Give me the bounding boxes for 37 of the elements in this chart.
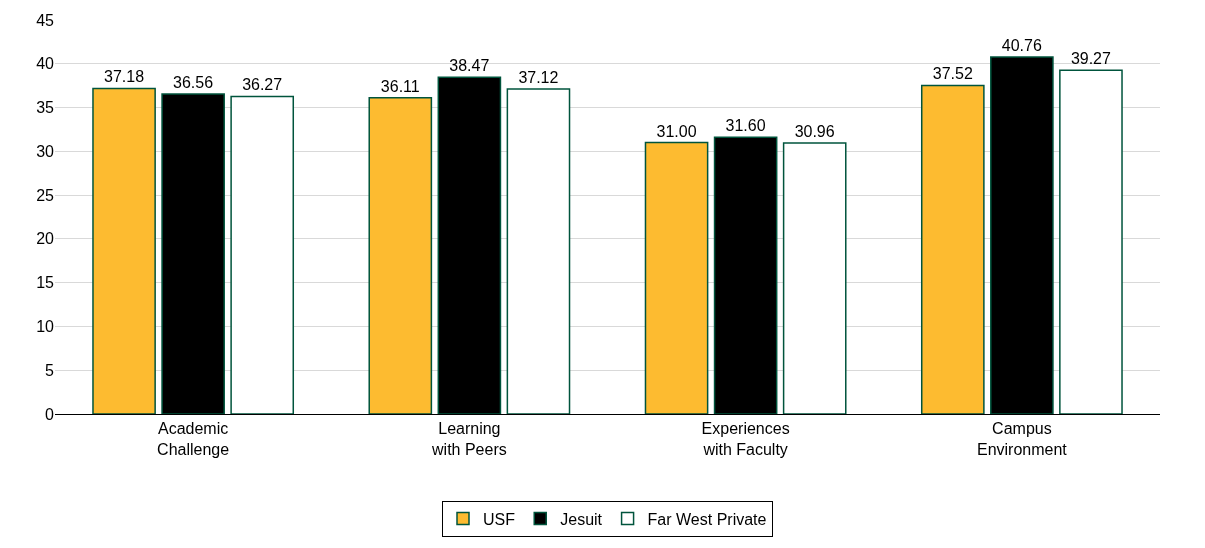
bar <box>644 141 709 414</box>
legend-label: Jesuit <box>560 510 603 528</box>
y-tick-label: 30 <box>36 142 55 160</box>
data-label: 40.76 <box>1001 37 1042 55</box>
data-label: 38.47 <box>449 57 490 75</box>
y-tick-label: 0 <box>45 405 55 423</box>
x-tick-label: Academic Challenge <box>157 420 230 458</box>
y-tick-label: 45 <box>36 11 55 29</box>
bar <box>506 88 571 414</box>
legend-label: USF <box>483 510 516 528</box>
data-label: 37.12 <box>518 68 559 86</box>
y-tick-label: 10 <box>36 318 55 336</box>
x-tick-label: Experiences with Faculty <box>701 420 790 458</box>
data-label: 37.18 <box>103 68 145 86</box>
data-label: 37.52 <box>932 65 973 83</box>
data-label: 31.60 <box>725 117 766 135</box>
data-label: 31.00 <box>656 122 697 140</box>
y-tick-label: 25 <box>36 186 55 204</box>
y-tick-label: 40 <box>36 55 55 73</box>
data-label: 39.27 <box>1070 50 1112 68</box>
bar <box>230 95 295 414</box>
x-tick-label: Learning with Peers <box>431 420 507 458</box>
x-tick-label: Campus Environment <box>976 420 1068 458</box>
bar <box>782 142 847 414</box>
data-label: 30.96 <box>794 122 835 140</box>
bar <box>920 84 985 414</box>
bar <box>1059 69 1123 414</box>
data-label: 36.11 <box>380 77 420 95</box>
bar <box>368 97 433 414</box>
data-label: 36.56 <box>173 73 214 91</box>
y-tick-label: 20 <box>36 230 55 248</box>
legend-label: Far West Private <box>647 510 767 528</box>
bar <box>92 87 156 414</box>
y-tick-label: 15 <box>36 274 55 292</box>
y-tick-label: 35 <box>36 99 55 117</box>
y-tick-label: 5 <box>45 361 55 379</box>
data-label: 36.27 <box>242 76 283 94</box>
